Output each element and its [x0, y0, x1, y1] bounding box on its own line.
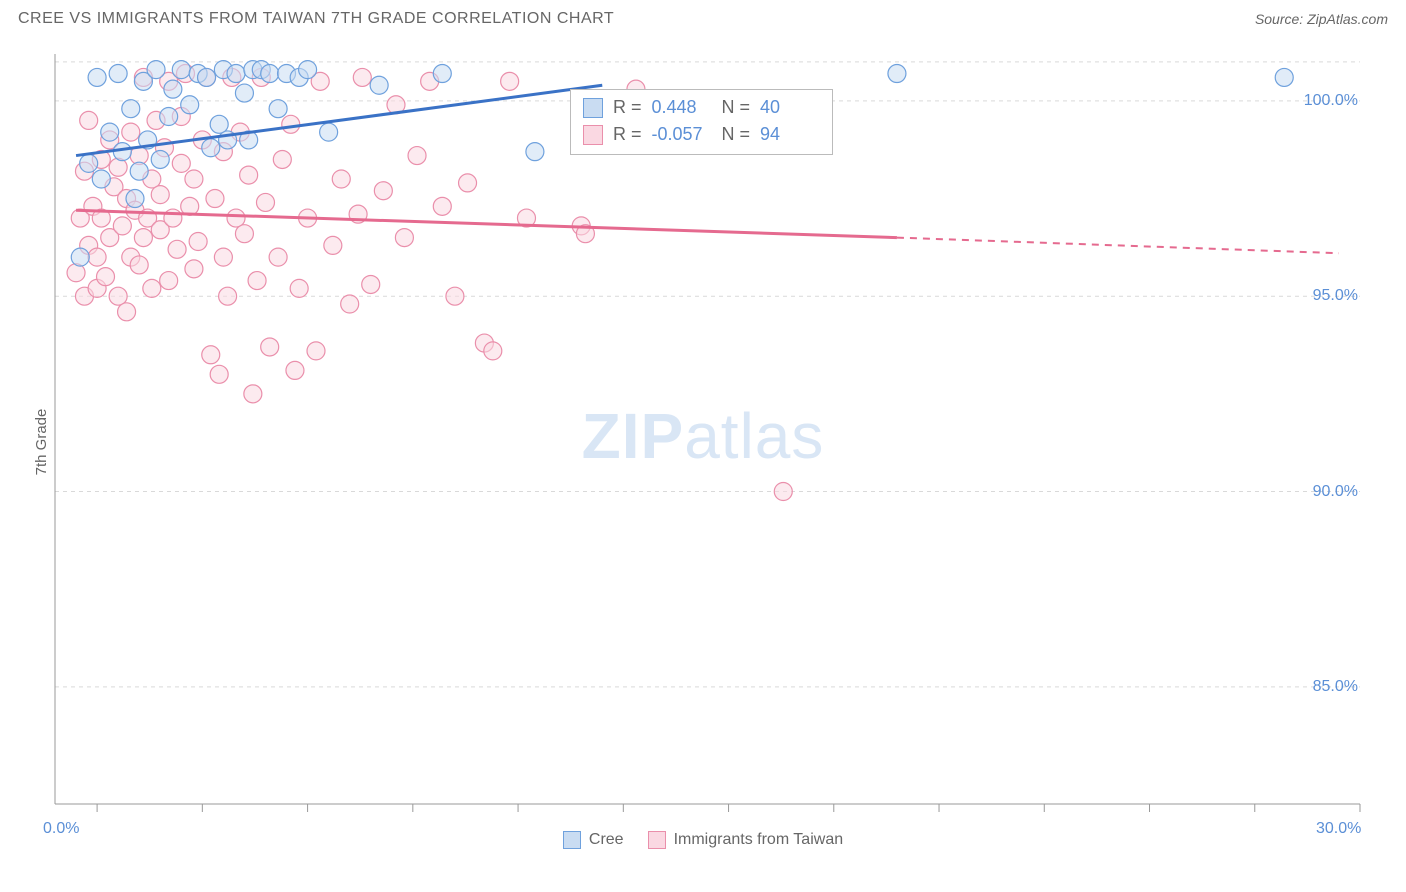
x-tick-label-max: 30.0% [1316, 820, 1361, 838]
chart-title: CREE VS IMMIGRANTS FROM TAIWAN 7TH GRADE… [18, 10, 614, 28]
legend-swatch-cree [563, 831, 581, 849]
source-label: Source: ZipAtlas.com [1255, 11, 1388, 27]
chart-area: 7th Grade ZIPatlas R = 0.448 N = 40 R = … [0, 34, 1406, 849]
n-label: N = [722, 121, 751, 148]
y-tick-label: 85.0% [1313, 678, 1358, 696]
legend-bottom: Cree Immigrants from Taiwan [0, 831, 1406, 849]
swatch-cree [583, 98, 603, 118]
r-value-cree: 0.448 [652, 94, 712, 121]
n-value-cree: 40 [760, 94, 820, 121]
x-tick-label-min: 0.0% [43, 820, 79, 838]
r-label: R = [613, 94, 642, 121]
legend-label-cree: Cree [589, 831, 624, 849]
n-value-taiwan: 94 [760, 121, 820, 148]
legend-swatch-taiwan [648, 831, 666, 849]
legend-label-taiwan: Immigrants from Taiwan [674, 831, 844, 849]
y-tick-label: 90.0% [1313, 483, 1358, 501]
r-label: R = [613, 121, 642, 148]
scatter-svg [0, 34, 1406, 849]
y-tick-label: 95.0% [1313, 287, 1358, 305]
n-label: N = [722, 94, 751, 121]
swatch-taiwan [583, 125, 603, 145]
stats-legend-box: R = 0.448 N = 40 R = -0.057 N = 94 [570, 89, 833, 155]
y-tick-label: 100.0% [1304, 92, 1358, 110]
r-value-taiwan: -0.057 [652, 121, 712, 148]
